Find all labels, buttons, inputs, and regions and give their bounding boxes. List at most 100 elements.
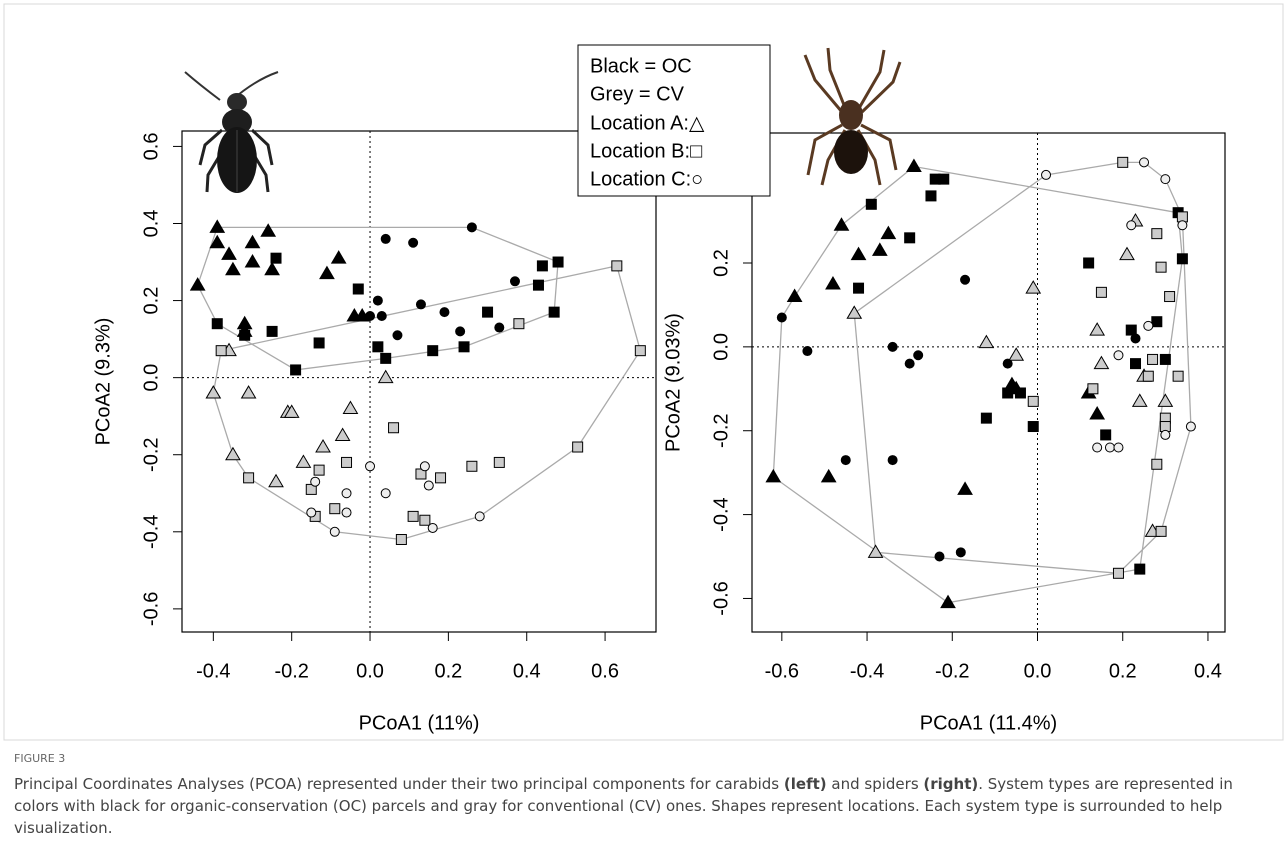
point (342, 489, 351, 498)
point (926, 191, 936, 201)
point (1127, 221, 1136, 230)
point (888, 456, 897, 465)
point (393, 331, 402, 340)
point (212, 319, 222, 329)
point (914, 351, 923, 360)
point (1028, 396, 1038, 406)
point (1156, 262, 1166, 272)
x-axis-label: PCoA1 (11%) (359, 712, 480, 734)
point (314, 338, 324, 348)
point (1084, 258, 1094, 268)
caption-part: Principal Coordinates Analyses (PCOA) re… (14, 775, 784, 793)
point (866, 199, 876, 209)
point (1028, 422, 1038, 432)
point (553, 257, 563, 267)
point (1161, 175, 1170, 184)
point (905, 233, 915, 243)
point (366, 462, 375, 471)
point (459, 342, 469, 352)
point (1114, 351, 1123, 360)
caption: FIGURE 3 Principal Coordinates Analyses … (14, 752, 1276, 839)
y-tick-label: 0.6 (140, 133, 162, 161)
point (1178, 221, 1187, 230)
legend-entry: Grey = CV (590, 83, 685, 105)
point (1113, 568, 1123, 578)
y-tick-label: -0.6 (710, 581, 732, 615)
point (1156, 526, 1166, 536)
x-tick-label: 0.0 (1024, 660, 1052, 682)
y-tick-label: 0.0 (140, 364, 162, 392)
plots: -0.4-0.20.00.20.40.6-0.6-0.4-0.20.00.20.… (92, 131, 1225, 734)
point (467, 223, 476, 232)
point (1101, 430, 1111, 440)
point (981, 413, 991, 423)
point (373, 296, 382, 305)
point (330, 504, 340, 514)
point (956, 548, 965, 557)
x-tick-label: 0.6 (591, 660, 619, 682)
point (409, 238, 418, 247)
y-tick-label: 0.2 (140, 287, 162, 315)
point (456, 327, 465, 336)
point (381, 489, 390, 498)
x-tick-label: -0.4 (196, 660, 230, 682)
point (377, 311, 386, 320)
point (905, 359, 914, 368)
point (267, 326, 277, 336)
caption-part: (left) (784, 775, 827, 793)
point (420, 515, 430, 525)
point (803, 347, 812, 356)
legend: Black = OC Grey = CV Location A:△ Locati… (578, 45, 770, 196)
point (1093, 443, 1102, 452)
x-tick-label: 0.0 (356, 660, 384, 682)
x-tick-label: 0.4 (513, 660, 541, 682)
point (342, 457, 352, 467)
point (1042, 170, 1051, 179)
point (1015, 388, 1025, 398)
y-axis-label: PCoA2 (9.3%) (92, 318, 114, 446)
point (1131, 359, 1141, 369)
point (1003, 388, 1013, 398)
y-tick-label: -0.4 (710, 497, 732, 531)
point (1161, 430, 1170, 439)
caption-text: Principal Coordinates Analyses (PCOA) re… (14, 773, 1276, 839)
y-tick-label: -0.2 (140, 437, 162, 471)
point (440, 308, 449, 317)
legend-entry: Black = OC (590, 55, 692, 77)
point (573, 442, 583, 452)
x-tick-label: -0.2 (935, 660, 969, 682)
legend-entry: Location A:△ (590, 112, 705, 134)
y-tick-label: -0.2 (710, 413, 732, 447)
point (635, 346, 645, 356)
point (244, 473, 254, 483)
point (1152, 317, 1162, 327)
point (436, 473, 446, 483)
point (1165, 292, 1175, 302)
point (1160, 354, 1170, 364)
point (1144, 321, 1153, 330)
y-tick-label: 0.0 (710, 333, 732, 361)
point (1140, 158, 1149, 167)
point (1173, 371, 1183, 381)
point (424, 481, 433, 490)
point (389, 423, 399, 433)
point (396, 535, 406, 545)
point (314, 465, 324, 475)
point (510, 277, 519, 286)
y-tick-label: -0.4 (140, 515, 162, 549)
point (538, 261, 547, 270)
point (1152, 229, 1162, 239)
point (483, 307, 493, 317)
point (330, 527, 339, 536)
legend-entry: Location C:○ (590, 168, 703, 190)
point (373, 342, 383, 352)
point (841, 456, 850, 465)
y-tick-label: -0.6 (140, 592, 162, 626)
point (408, 511, 418, 521)
point (1118, 157, 1128, 167)
point (381, 234, 390, 243)
point (416, 300, 425, 309)
point (428, 346, 438, 356)
point (777, 313, 786, 322)
x-tick-label: -0.4 (850, 660, 884, 682)
